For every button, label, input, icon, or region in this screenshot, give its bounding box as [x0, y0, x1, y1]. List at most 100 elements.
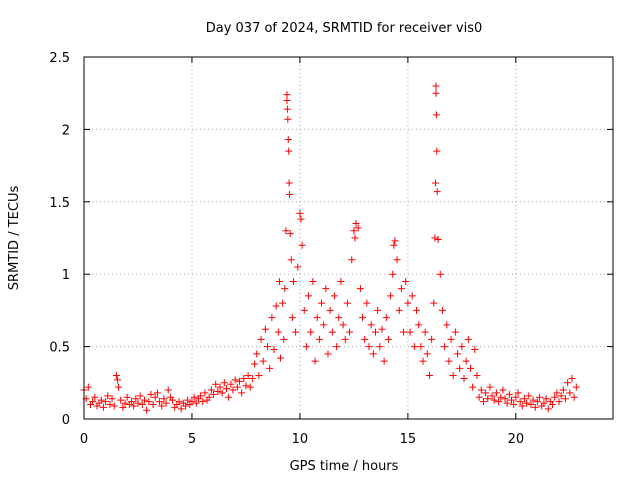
data-point: [311, 357, 319, 365]
data-point: [486, 383, 494, 391]
data-point: [445, 357, 453, 365]
data-point: [251, 360, 259, 368]
data-point: [324, 350, 332, 358]
x-tick-label: 15: [400, 432, 417, 447]
data-point: [104, 392, 112, 400]
data-point: [164, 386, 172, 394]
data-point: [121, 399, 129, 407]
y-tick-label: 1: [62, 268, 70, 283]
data-point: [341, 335, 349, 343]
data-point: [115, 383, 123, 391]
data-point: [408, 292, 416, 300]
data-point: [276, 354, 284, 362]
data-point: [469, 383, 477, 391]
data-point: [447, 335, 455, 343]
data-point: [160, 395, 168, 403]
data-point: [117, 396, 125, 404]
data-point: [557, 392, 565, 400]
data-point: [359, 314, 367, 322]
plot-frame: [83, 56, 614, 420]
data-point: [128, 398, 136, 406]
data-point: [568, 374, 576, 382]
data-point: [279, 299, 287, 307]
data-point: [428, 335, 436, 343]
data-point: [287, 256, 295, 264]
data-point: [110, 402, 118, 410]
data-point: [527, 401, 535, 409]
data-point: [540, 399, 548, 407]
data-point: [246, 383, 254, 391]
data-point: [298, 241, 306, 249]
data-point: [348, 256, 356, 264]
data-point: [318, 299, 326, 307]
data-point: [134, 399, 142, 407]
data-point: [365, 343, 373, 351]
data-point: [113, 376, 121, 384]
data-point: [376, 343, 384, 351]
data-point: [432, 179, 440, 187]
data-point: [151, 393, 159, 401]
data-point: [492, 389, 500, 397]
data-point: [300, 306, 308, 314]
data-point: [510, 401, 518, 409]
data-point: [233, 383, 241, 391]
data-point: [503, 399, 511, 407]
data-point: [305, 292, 313, 300]
data-point: [460, 374, 468, 382]
data-point: [223, 385, 231, 393]
data-point: [508, 396, 516, 404]
data-point: [158, 402, 166, 410]
data-point: [205, 393, 213, 401]
data-point: [499, 386, 507, 394]
data-point: [533, 398, 541, 406]
data-point: [395, 306, 403, 314]
data-point: [89, 398, 97, 406]
data-point: [275, 277, 283, 285]
data-point: [402, 277, 410, 285]
data-point: [501, 395, 509, 403]
data-point: [505, 390, 513, 398]
data-point: [404, 299, 412, 307]
data-point: [218, 389, 226, 397]
data-point: [346, 328, 354, 336]
data-point: [363, 299, 371, 307]
data-point: [354, 224, 362, 232]
data-point: [488, 392, 496, 400]
data-point: [523, 399, 531, 407]
data-point: [482, 389, 490, 397]
data-point: [261, 325, 269, 333]
data-point: [132, 395, 140, 403]
data-point: [387, 292, 395, 300]
data-point: [296, 209, 304, 217]
data-point: [106, 401, 114, 409]
data-point: [479, 398, 487, 406]
x-tick-label: 20: [508, 432, 525, 447]
data-point: [449, 372, 457, 380]
data-point: [451, 328, 459, 336]
data-point: [292, 328, 300, 336]
y-tick-label: 2.5: [49, 51, 70, 66]
data-point: [419, 357, 427, 365]
data-point: [542, 395, 550, 403]
data-point: [529, 396, 537, 404]
data-point: [391, 237, 399, 245]
data-point: [436, 270, 444, 278]
data-point: [108, 395, 116, 403]
data-point: [210, 390, 218, 398]
data-point: [102, 398, 110, 406]
data-point: [458, 343, 466, 351]
data-point: [454, 350, 462, 358]
data-point: [282, 227, 290, 235]
y-tick-label: 0.5: [49, 341, 70, 356]
data-point: [475, 393, 483, 401]
data-point: [136, 392, 144, 400]
data-point: [413, 306, 421, 314]
data-point: [462, 357, 470, 365]
data-point: [207, 386, 215, 394]
data-point: [551, 393, 559, 401]
data-point: [572, 383, 580, 391]
data-point: [356, 285, 364, 293]
data-point: [456, 364, 464, 372]
data-point: [473, 372, 481, 380]
data-points: [80, 82, 580, 414]
